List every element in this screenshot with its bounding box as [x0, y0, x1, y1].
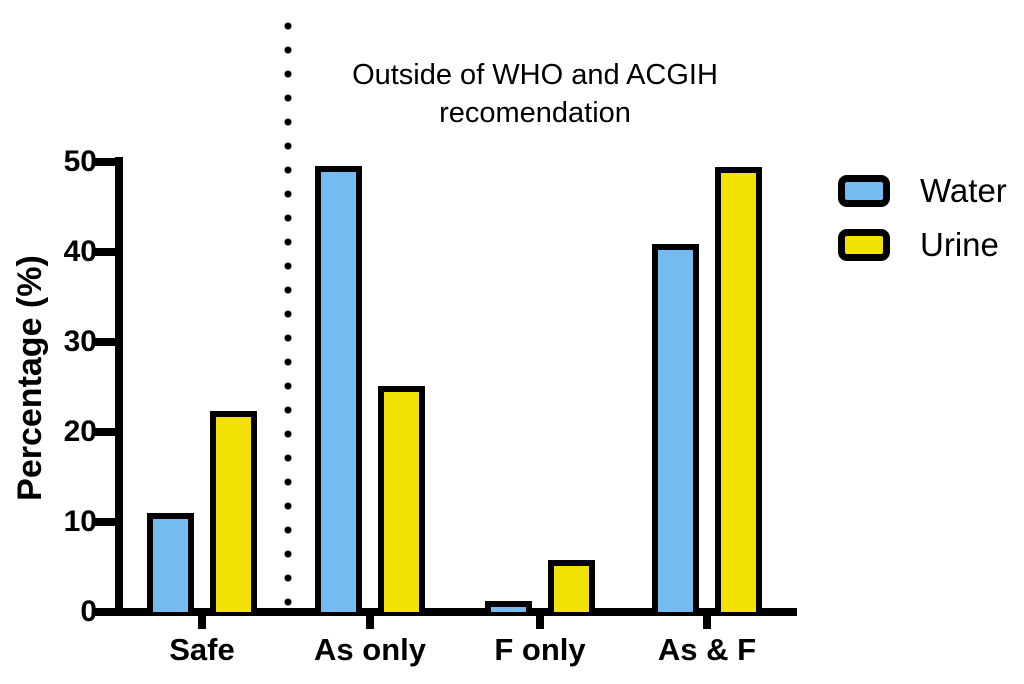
- divider-dotted-line: [284, 14, 292, 612]
- bar-water-1: [315, 166, 362, 612]
- x-tick-mark: [366, 616, 374, 629]
- legend-swatch-water: [838, 175, 890, 207]
- bar-urine-3: [715, 167, 762, 612]
- legend-label: Water: [920, 172, 1007, 209]
- y-tick-label: 20: [63, 415, 97, 448]
- bar-water-0: [147, 513, 194, 612]
- y-tick-mark: [95, 518, 115, 526]
- x-category-label: F only: [494, 632, 586, 667]
- annotation-line1: Outside of WHO and ACGIH: [352, 59, 718, 91]
- y-tick-mark: [95, 248, 115, 256]
- bar-urine-1: [378, 386, 425, 612]
- x-axis-line: [115, 608, 797, 616]
- x-tick-mark: [703, 616, 711, 629]
- y-tick-label: 40: [63, 235, 97, 268]
- x-category-label: As & F: [657, 632, 757, 667]
- y-tick-mark: [95, 608, 115, 616]
- x-tick-mark: [536, 616, 544, 629]
- legend-label: Urine: [920, 226, 999, 263]
- bar-water-2: [485, 601, 532, 612]
- y-tick-label: 30: [63, 325, 97, 358]
- x-tick-mark: [198, 616, 206, 629]
- y-tick-mark: [95, 158, 115, 166]
- x-category-label: Safe: [169, 632, 235, 667]
- x-category-label: As only: [314, 632, 426, 667]
- legend-row: Water: [838, 172, 1007, 209]
- annotation-text: Outside of WHO and ACGIH recomendation: [290, 56, 780, 132]
- legend: Water Urine: [838, 172, 1007, 283]
- legend-swatch-urine: [838, 229, 890, 261]
- y-axis-line: [115, 157, 123, 616]
- bar-water-3: [652, 244, 699, 612]
- bar-urine-2: [548, 560, 595, 612]
- y-tick-label: 50: [63, 145, 97, 178]
- y-tick-label: 0: [80, 595, 97, 628]
- y-tick-mark: [95, 428, 115, 436]
- y-tick-label: 10: [63, 505, 97, 538]
- y-tick-mark: [95, 338, 115, 346]
- bar-urine-0: [210, 411, 257, 612]
- legend-row: Urine: [838, 226, 1007, 263]
- annotation-line2: recomendation: [439, 97, 631, 129]
